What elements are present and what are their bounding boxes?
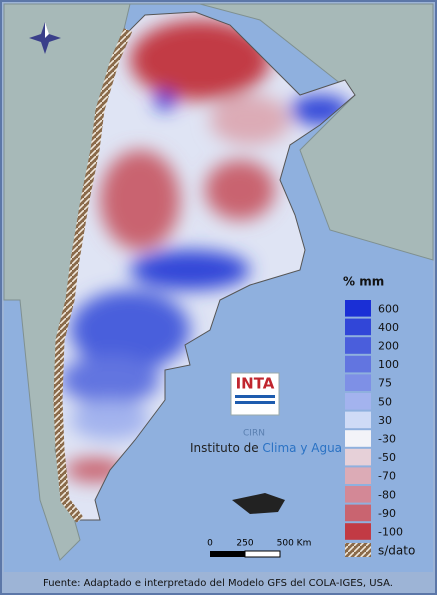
legend-label: -50 xyxy=(378,451,396,464)
legend-swatch xyxy=(345,430,371,447)
legend-swatch xyxy=(345,467,371,484)
legend-swatch xyxy=(345,318,371,336)
legend-swatch xyxy=(345,374,371,391)
scale-label: 500 Km xyxy=(277,539,312,549)
legend-swatch xyxy=(345,393,371,410)
legend-swatch xyxy=(345,300,371,317)
legend-label: -90 xyxy=(378,507,396,520)
legend-label: 75 xyxy=(378,377,392,390)
legend-title: % mm xyxy=(343,275,384,289)
legend-label: 600 xyxy=(378,302,399,315)
legend-swatch xyxy=(345,504,371,522)
legend-label: 400 xyxy=(378,321,399,334)
legend-label: -70 xyxy=(378,470,396,483)
legend-swatch xyxy=(345,486,371,503)
logo-name: INTA xyxy=(236,375,275,393)
footer: Fuente: Adaptado e interpretado del Mode… xyxy=(43,578,393,589)
legend-label: -30 xyxy=(378,433,396,446)
legend-label: -80 xyxy=(378,488,396,501)
legend-label: -100 xyxy=(378,526,403,539)
scale-bar: 0 250 500 Km xyxy=(207,539,311,558)
logo: INTA CIRN Instituto de Clima y Agua xyxy=(190,372,342,455)
scale-label: 0 xyxy=(207,539,213,549)
no-data-strip xyxy=(53,28,133,523)
logo-center: CIRN xyxy=(243,429,265,439)
legend-label: 200 xyxy=(378,340,399,353)
legend-label: 50 xyxy=(378,395,392,408)
institute-highlight: Clima y Agua xyxy=(262,441,342,455)
legend-swatch xyxy=(345,523,371,540)
legend-swatch xyxy=(345,448,371,466)
no-data-swatch xyxy=(345,543,371,557)
legend-swatch xyxy=(345,355,371,373)
legend-swatch xyxy=(345,411,371,429)
legend-label: 30 xyxy=(378,414,392,427)
legend-label: 100 xyxy=(378,358,399,371)
institute: Instituto de xyxy=(190,441,262,455)
legend-swatch xyxy=(345,337,371,354)
neighbor-countries xyxy=(4,3,434,261)
compass xyxy=(29,22,61,54)
legend: 600 400 200 100 75 50 30 -30 -50 -70 -80 -90 -100 xyxy=(345,300,403,540)
no-data-label: s/dato xyxy=(378,544,415,558)
institute-name: Instituto de Clima y Agua xyxy=(190,441,342,455)
scale-label: 250 xyxy=(236,539,253,549)
malvinas xyxy=(232,493,285,514)
